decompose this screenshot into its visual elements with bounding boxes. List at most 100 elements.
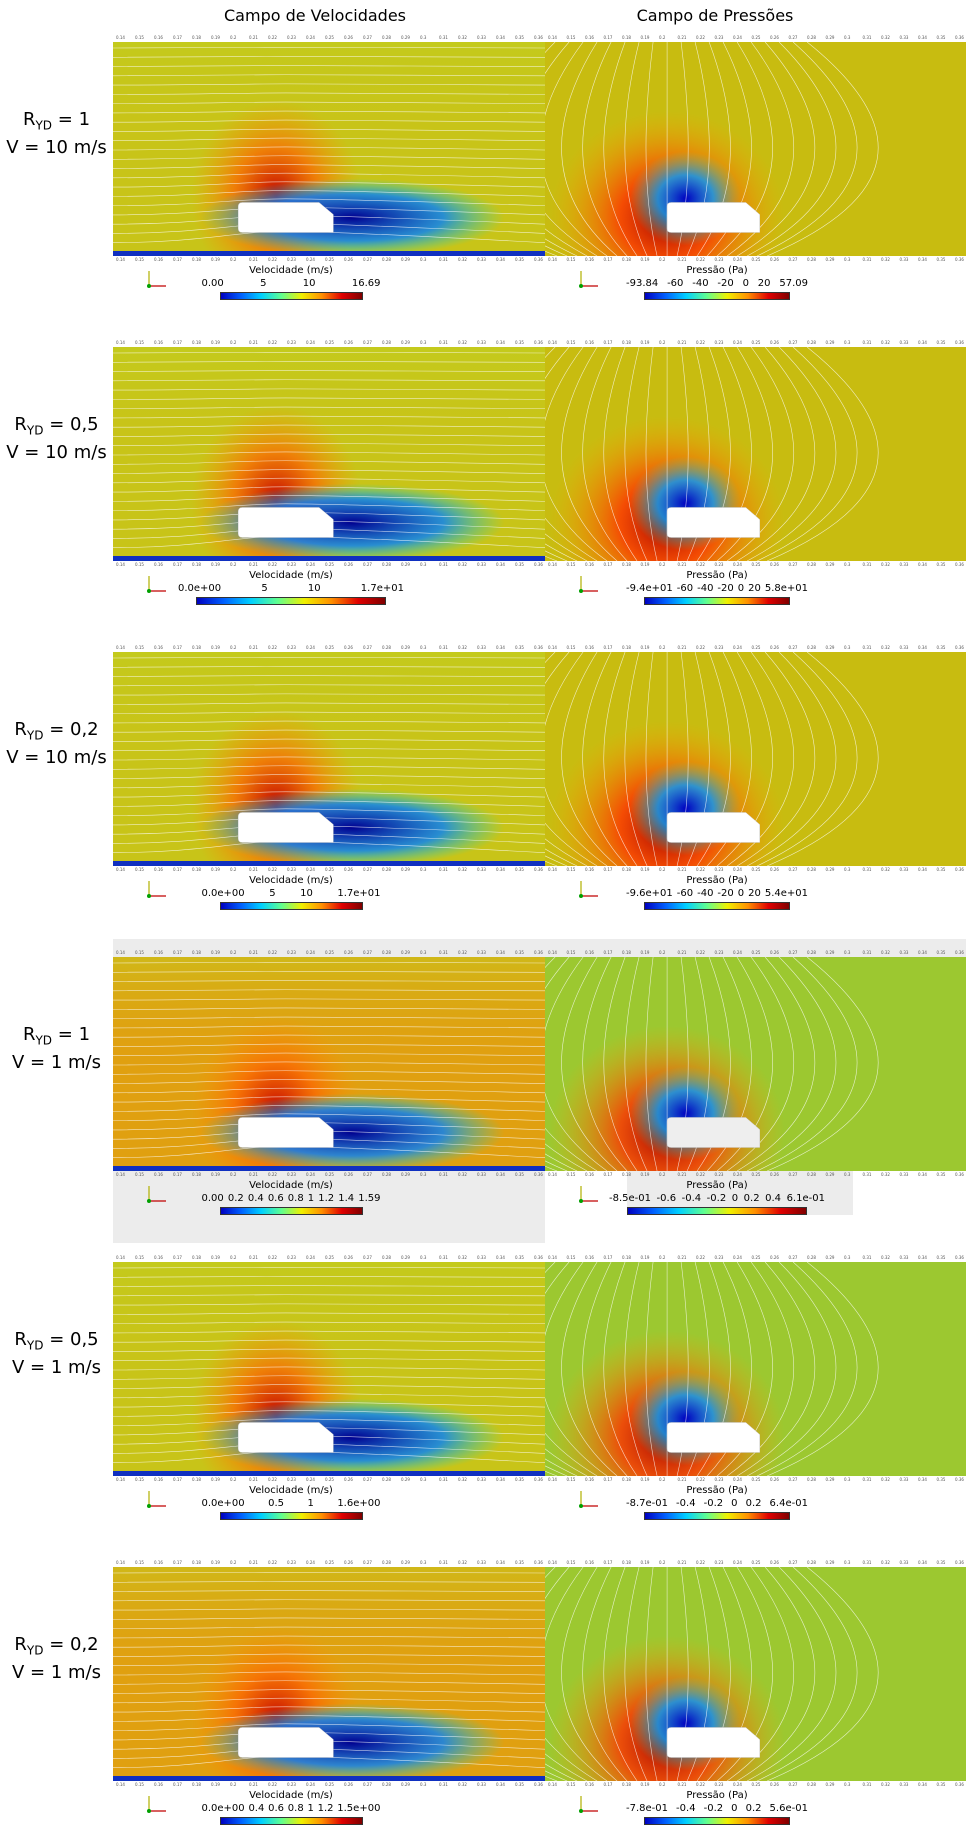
axis-tick-label: 0.35 bbox=[515, 1477, 524, 1482]
velocity-colorbar-tick: 10 bbox=[308, 583, 321, 594]
axis-tick-label: 0.29 bbox=[826, 1560, 835, 1565]
axis-tick-label: 0.18 bbox=[622, 257, 631, 262]
row-speed: V = 1 m/s bbox=[0, 1357, 113, 1379]
axis-tick-label: 0.23 bbox=[287, 867, 296, 872]
vehicle-body bbox=[238, 1728, 333, 1758]
axis-tick-label: 0.21 bbox=[249, 35, 258, 40]
axis-tick-label: 0.32 bbox=[881, 645, 890, 650]
axis-z bbox=[579, 284, 583, 288]
velocity-colorbar bbox=[220, 1817, 363, 1825]
axis-tick-label: 0.14 bbox=[548, 562, 557, 567]
vehicle-body bbox=[667, 1728, 760, 1758]
axis-tick-label: 0.28 bbox=[807, 1560, 816, 1565]
axis-tick-label: 0.34 bbox=[496, 562, 505, 567]
axis-tick-label: 0.23 bbox=[287, 257, 296, 262]
axis-tick-label: 0.24 bbox=[306, 1560, 315, 1565]
axis-tick-label: 0.28 bbox=[382, 257, 391, 262]
pressure-colorbar-tick: 20 bbox=[748, 583, 761, 594]
pressure-plot bbox=[545, 347, 966, 561]
axis-tick-label: 0.19 bbox=[211, 1560, 220, 1565]
axis-tick-label: 0.36 bbox=[534, 562, 543, 567]
vehicle-body bbox=[238, 203, 333, 233]
axis-tick-label: 0.34 bbox=[496, 257, 505, 262]
axis-tick-label: 0.16 bbox=[585, 1172, 594, 1177]
axis-tick-label: 0.31 bbox=[863, 1255, 872, 1260]
axis-tick-label: 0.18 bbox=[192, 645, 201, 650]
axis-tick-label: 0.31 bbox=[439, 1477, 448, 1482]
row-label: RYD = 0,2V = 10 m/s bbox=[0, 719, 113, 769]
axis-tick-label: 0.29 bbox=[401, 1477, 410, 1482]
pressure-colorbar-tick: -0.4 bbox=[676, 1803, 696, 1814]
pressure-colorbar-labels: -93.84-60-40-2002057.09 bbox=[626, 278, 808, 289]
axis-tick-label: 0.35 bbox=[937, 340, 946, 345]
axis-tick-label: 0.36 bbox=[534, 1782, 543, 1787]
axis-tick-label: 0.33 bbox=[900, 867, 909, 872]
axis-tick-label: 0.34 bbox=[918, 340, 927, 345]
axis-tick-label: 0.16 bbox=[585, 257, 594, 262]
axis-tick-label: 0.34 bbox=[496, 1477, 505, 1482]
axis-tick-label: 0.36 bbox=[955, 1477, 964, 1482]
axis-tick-label: 0.33 bbox=[900, 35, 909, 40]
axis-tick-label: 0.33 bbox=[477, 1782, 486, 1787]
axis-tick-label: 0.35 bbox=[937, 645, 946, 650]
row-speed: V = 10 m/s bbox=[0, 442, 113, 464]
axis-tick-label: 0.21 bbox=[678, 35, 687, 40]
axis-tick-label: 0.16 bbox=[585, 1477, 594, 1482]
axis-tick-label: 0.21 bbox=[678, 645, 687, 650]
axis-tick-label: 0.35 bbox=[515, 1560, 524, 1565]
axis-tick-label: 0.16 bbox=[154, 340, 163, 345]
axis-tick-label: 0.28 bbox=[807, 867, 816, 872]
axis-tick-label: 0.23 bbox=[287, 950, 296, 955]
axis-tick-label: 0.33 bbox=[477, 1560, 486, 1565]
axis-tick-label: 0.25 bbox=[752, 340, 761, 345]
axis-tick-label: 0.33 bbox=[900, 257, 909, 262]
axis-tick-label: 0.32 bbox=[881, 1782, 890, 1787]
axis-tick-label: 0.14 bbox=[548, 1255, 557, 1260]
axis-tick-label: 0.18 bbox=[192, 340, 201, 345]
axis-tick-label: 0.17 bbox=[173, 340, 182, 345]
velocity-colorbar-tick: 1.2 bbox=[318, 1193, 334, 1204]
axis-tick-label: 0.14 bbox=[548, 35, 557, 40]
axis-tick-label: 0.2 bbox=[659, 1255, 665, 1260]
axis-tick-label: 0.32 bbox=[881, 950, 890, 955]
axis-tick-label: 0.17 bbox=[604, 1477, 613, 1482]
axis-tick-label: 0.23 bbox=[715, 35, 724, 40]
axis-tick-label: 0.18 bbox=[192, 1172, 201, 1177]
axis-tick-label: 0.19 bbox=[211, 1255, 220, 1260]
axis-tick-label: 0.29 bbox=[401, 867, 410, 872]
axis-tick-label: 0.21 bbox=[249, 867, 258, 872]
axis-tick-label: 0.34 bbox=[918, 257, 927, 262]
axis-tick-label: 0.2 bbox=[659, 1172, 665, 1177]
axis-tick-label: 0.36 bbox=[534, 950, 543, 955]
axis-tick-label: 0.19 bbox=[211, 257, 220, 262]
axis-tick-label: 0.23 bbox=[287, 1172, 296, 1177]
axis-tick-label: 0.29 bbox=[401, 1782, 410, 1787]
axis-tick-label: 0.3 bbox=[420, 562, 426, 567]
axis-tick-label: 0.24 bbox=[733, 1255, 742, 1260]
velocity-colorbar-tick: 1 bbox=[308, 1193, 314, 1204]
axis-tick-label: 0.19 bbox=[211, 950, 220, 955]
velocity-colorbar-tick: 0.4 bbox=[248, 1193, 264, 1204]
axis-z bbox=[147, 589, 151, 593]
axis-tick-label: 0.21 bbox=[249, 1172, 258, 1177]
axis-tick-label: 0.3 bbox=[420, 867, 426, 872]
axes-triad bbox=[145, 878, 169, 900]
pressure-colorbar-tick: -40 bbox=[697, 888, 713, 899]
axis-tick-label: 0.34 bbox=[918, 1255, 927, 1260]
axis-tick-label: 0.33 bbox=[900, 1782, 909, 1787]
axis-tick-label: 0.33 bbox=[477, 1172, 486, 1177]
axis-tick-label: 0.16 bbox=[154, 1255, 163, 1260]
pressure-colorbar-tick: 20 bbox=[748, 888, 761, 899]
axis-tick-label: 0.19 bbox=[641, 1255, 650, 1260]
axis-tick-label: 0.22 bbox=[696, 35, 705, 40]
axis-tick-label: 0.3 bbox=[420, 950, 426, 955]
ratio-subscript: YD bbox=[35, 119, 52, 133]
pressure-colorbar-tick: 0 bbox=[743, 278, 749, 289]
axis-tick-label: 0.25 bbox=[752, 867, 761, 872]
axis-tick-label: 0.33 bbox=[477, 867, 486, 872]
axis-tick-label: 0.29 bbox=[401, 950, 410, 955]
axis-tick-label: 0.19 bbox=[641, 340, 650, 345]
row-ratio: RYD = 1 bbox=[0, 109, 113, 137]
